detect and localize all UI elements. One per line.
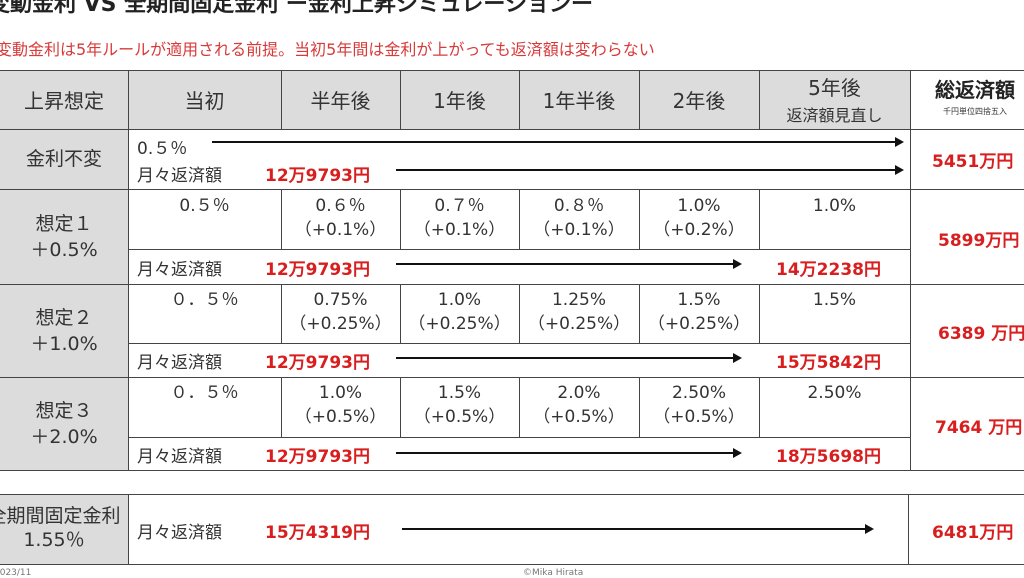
fixed-rate-value: 1.55％ <box>23 529 85 551</box>
rate-cell: 1.0% （+0.2%） <box>653 196 745 240</box>
header-five-year: 5年後 <box>808 76 861 100</box>
scenario-increase: ＋2.0% <box>30 425 98 448</box>
rate-cell: 1.5% <box>812 290 857 310</box>
payment-after-value: 15万5842円 <box>776 353 881 373</box>
payment-label: 月々返済額 <box>137 166 222 186</box>
rate-cell: 1.25% （+0.25%） <box>527 290 631 334</box>
payment-value: 12万9793円 <box>265 353 370 373</box>
scenario-name: 想定２ <box>35 306 93 329</box>
row-name-scenario-2: 想定２ ＋1.0% <box>0 284 128 377</box>
fixed-payment-value: 15万4319円 <box>265 523 370 543</box>
payment-after-value: 18万5698円 <box>776 447 881 467</box>
payment-arrow <box>396 165 904 175</box>
row-name-scenario-1: 想定１ ＋0.5% <box>0 189 128 284</box>
payment-arrow <box>396 353 742 363</box>
payment-label: 月々返済額 <box>137 260 222 280</box>
rate-cell: ０．５％ <box>170 290 239 310</box>
header-scenario: 上昇想定 <box>24 89 104 113</box>
header-total: 総返済額 <box>935 78 1015 102</box>
rate-initial: 0.５％ <box>137 139 188 159</box>
header-one-year: 1年後 <box>433 89 486 113</box>
fixed-name-bg <box>0 494 128 564</box>
rate-cell: 2.0% （+0.5%） <box>533 383 625 427</box>
fixed-total-value: 6481万円 <box>932 523 1014 543</box>
payment-label: 月々返済額 <box>137 447 222 467</box>
payment-arrow <box>396 448 742 458</box>
footer-credit: ©Mika Hirata <box>523 568 584 578</box>
rate-cell: 0.８％ （+0.1%） <box>533 196 625 240</box>
rate-cell: 1.0% （+0.25%） <box>408 290 511 334</box>
fixed-rate-title: 全期間固定金利 <box>0 505 121 527</box>
scenario-name: 想定１ <box>35 212 93 235</box>
header-row-bg <box>0 70 910 129</box>
rate-cell: 2.50% （+0.5%） <box>653 383 745 427</box>
rate-cell: 0.５％ <box>179 196 230 216</box>
header-initial: 当初 <box>184 89 225 113</box>
header-half-year: 半年後 <box>310 89 371 113</box>
scenario-increase: ＋0.5% <box>30 238 98 261</box>
payment-after-value: 14万2238円 <box>776 260 881 280</box>
rate-cell: 0.７％ （+0.1%） <box>413 196 506 240</box>
header-total-sub: 千円単位四捨五入 <box>943 107 1007 116</box>
payment-value: 12万9793円 <box>265 447 370 467</box>
page-subtitle: 変動金利は5年ルールが適用される前提。当初5年間は金利が上がっても返済額は変わら… <box>0 40 655 59</box>
page-title: 変動金利 VS 全期間固定金利 ー金利上昇シミュレーションー <box>0 0 593 17</box>
payment-label: 月々返済額 <box>137 523 222 543</box>
total-value: 6389 万円 <box>938 324 1024 344</box>
footer-date: 2023/11 <box>0 568 32 578</box>
rate-cell: 1.0% （+0.5%） <box>294 383 387 427</box>
header-five-year-sub: 返済額見直し <box>786 106 883 125</box>
rate-cell: 0.６％ （+0.1%） <box>294 196 387 240</box>
payment-arrow <box>396 259 742 269</box>
rate-cell: 1.0% <box>812 196 857 216</box>
total-value: 5451万円 <box>932 152 1014 172</box>
row-name-scenario-3: 想定３ ＋2.0% <box>0 377 128 470</box>
total-value: 5899万円 <box>938 231 1020 251</box>
payment-value: 12万9793円 <box>265 260 370 280</box>
header-two-year: 2年後 <box>672 89 726 113</box>
total-value: 7464 万円 <box>935 418 1023 438</box>
payment-arrow <box>402 524 874 534</box>
rate-cell: ０．５％ <box>170 383 239 403</box>
fixed-rate-name: 全期間固定金利 1.55％ <box>0 504 124 552</box>
payment-value: 12万9793円 <box>265 166 370 186</box>
rate-cell: 0.75% （+0.25%） <box>289 290 392 334</box>
rate-cell: 1.5% （+0.5%） <box>413 383 506 427</box>
scenario-increase: ＋1.0% <box>30 332 98 355</box>
payment-label: 月々返済額 <box>137 353 222 373</box>
header-one-half-year: 1年半後 <box>542 89 616 113</box>
rate-cell: 2.50% <box>807 383 862 403</box>
row-name-unchanged: 金利不変 <box>25 148 102 170</box>
scenario-name: 想定３ <box>35 399 93 422</box>
rate-arrow <box>212 137 904 147</box>
rate-cell: 1.5% （+0.25%） <box>647 290 751 334</box>
scenario-column-bg <box>0 129 128 470</box>
